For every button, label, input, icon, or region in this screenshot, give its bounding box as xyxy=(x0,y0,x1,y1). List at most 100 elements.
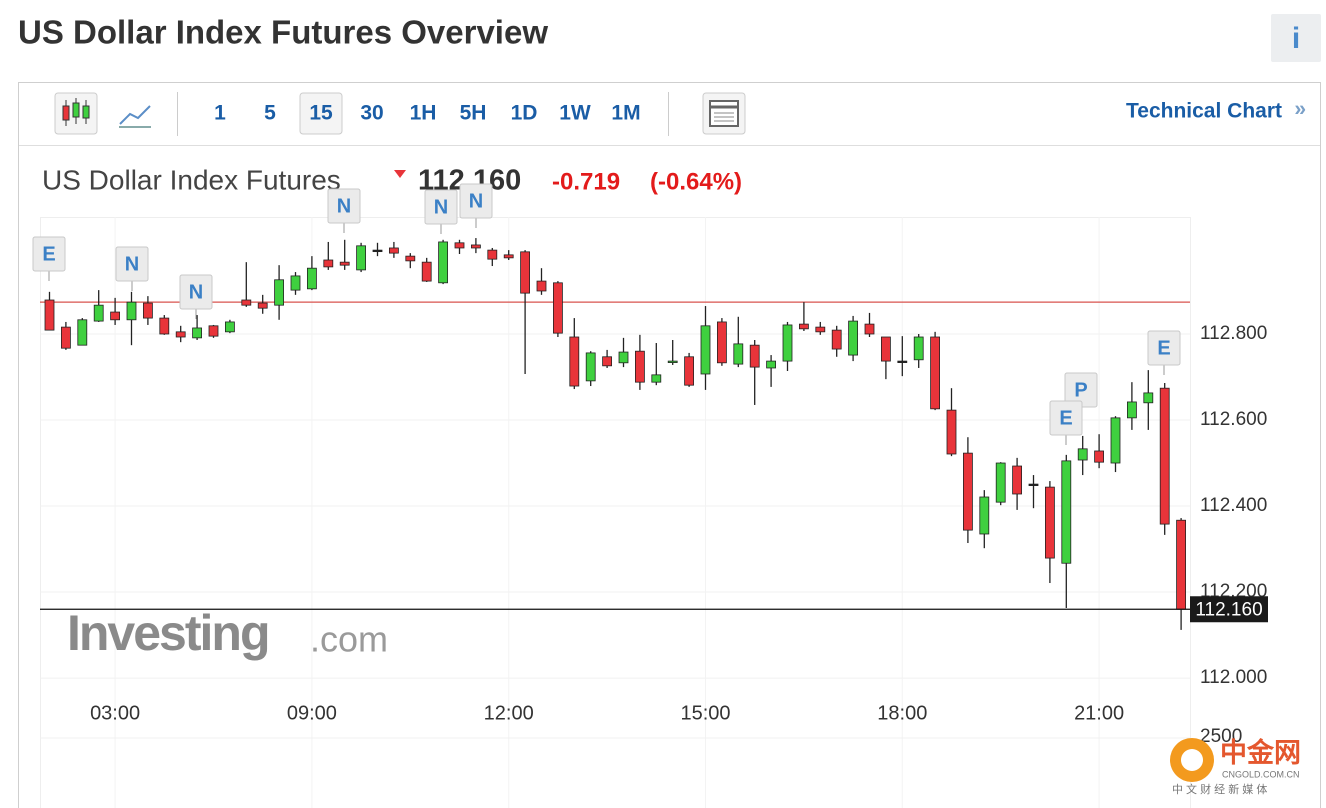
candle-body xyxy=(192,327,203,339)
interval-button[interactable]: 5 xyxy=(264,102,276,125)
candle-body xyxy=(946,409,957,455)
candle-body xyxy=(44,299,55,331)
candle-body xyxy=(1110,417,1121,464)
event-flag xyxy=(459,183,493,219)
candle-body xyxy=(339,261,350,266)
candle-body xyxy=(487,249,498,260)
candle-body xyxy=(1061,460,1072,564)
current-price-label: 112.160 xyxy=(1195,599,1262,620)
candle-body xyxy=(61,326,71,349)
event-flag xyxy=(327,188,361,224)
current-price-box xyxy=(1190,596,1268,623)
interval-button[interactable]: 1H xyxy=(410,102,437,125)
interval-button[interactable]: 1D xyxy=(511,102,538,125)
technical-chart-link[interactable]: Technical Chart xyxy=(1126,100,1282,123)
candle-body xyxy=(782,324,793,362)
candle-body xyxy=(290,275,301,291)
line-icon-button[interactable] xyxy=(119,105,151,128)
candle-body xyxy=(1045,486,1055,559)
watermark: Investing xyxy=(67,605,268,661)
x-tick-label: 12:00 xyxy=(484,702,534,724)
candle-body xyxy=(126,301,137,321)
y-tick-label: 112.400 xyxy=(1200,495,1267,516)
candle-body xyxy=(1127,401,1137,419)
event-flag xyxy=(32,236,66,272)
candle-body xyxy=(979,496,990,535)
y-tick-label: 112.800 xyxy=(1200,323,1267,344)
interval-button[interactable]: 1W xyxy=(559,102,591,125)
link-arrow[interactable]: » xyxy=(1294,98,1306,121)
candle-body xyxy=(274,279,285,306)
plot-frame xyxy=(40,217,1191,808)
candle-body xyxy=(1143,392,1154,404)
candle-body xyxy=(766,360,776,369)
event-flag-label: P xyxy=(1074,379,1087,401)
x-tick-label: 15:00 xyxy=(680,702,730,724)
candle-body xyxy=(470,244,481,249)
price-change-percent: (-0.64%) xyxy=(650,168,742,195)
candle-body xyxy=(815,326,826,333)
candle-body xyxy=(356,245,367,271)
candle-body xyxy=(93,304,104,322)
candle-body xyxy=(503,254,514,259)
candle-body xyxy=(323,259,334,268)
interval-button[interactable]: 30 xyxy=(360,102,383,125)
interval-button[interactable]: 1 xyxy=(214,102,226,125)
candle-body xyxy=(110,311,120,321)
candle-body xyxy=(1094,450,1104,463)
candle-body xyxy=(388,247,399,254)
badge-domain: CNGOLD.COM.CN xyxy=(1222,769,1300,779)
candle-body xyxy=(963,452,973,531)
candle-body xyxy=(930,336,940,410)
candle-body xyxy=(142,302,153,319)
candle-body xyxy=(159,317,170,335)
event-flag-label: N xyxy=(469,190,483,212)
candle-body xyxy=(405,255,416,262)
volume-tick-label: 2500 xyxy=(1200,726,1242,747)
watermark: .com xyxy=(310,619,388,660)
candle-body xyxy=(700,325,711,375)
candle-body xyxy=(1176,519,1186,610)
event-flag xyxy=(179,274,213,310)
event-flag-label: E xyxy=(42,243,55,265)
event-flag-label: N xyxy=(125,253,139,275)
event-flag-label: E xyxy=(1157,337,1170,359)
candle-body xyxy=(175,331,186,338)
price-change: -0.719 xyxy=(552,168,620,195)
y-tick-label: 112.600 xyxy=(1200,409,1267,430)
y-tick-label: 112.000 xyxy=(1200,667,1267,688)
candle-body xyxy=(1012,465,1022,495)
candle-body xyxy=(569,336,580,387)
candle-body xyxy=(848,320,858,356)
candle-body xyxy=(224,321,235,333)
candle-body xyxy=(77,319,88,346)
info-button[interactable] xyxy=(1271,14,1321,62)
table-icon-button[interactable] xyxy=(702,92,746,135)
event-flag-label: N xyxy=(189,281,203,303)
candle-body xyxy=(897,360,908,363)
active-interval-box[interactable] xyxy=(299,92,343,135)
candle-body xyxy=(881,336,891,362)
badge-slogan: 中 文 财 经 新 媒 体 xyxy=(1172,782,1267,796)
event-flag xyxy=(115,246,149,282)
candle-icon-button[interactable] xyxy=(54,92,98,135)
candle-body xyxy=(553,282,563,334)
candle-body xyxy=(995,462,1006,503)
interval-button[interactable]: 1M xyxy=(611,102,640,125)
candle-body xyxy=(831,329,842,350)
candle-body xyxy=(257,302,268,309)
candlestick-chart: 112.000112.200112.400112.600112.80003:00… xyxy=(32,183,1301,808)
candle-body xyxy=(520,251,530,294)
candle-body xyxy=(618,351,629,364)
interval-button[interactable]: 5H xyxy=(460,102,487,125)
candle-body xyxy=(602,356,612,367)
candle-body xyxy=(717,321,727,364)
candle-body xyxy=(306,267,317,290)
candle-body xyxy=(438,241,449,284)
candle-body xyxy=(749,344,760,368)
info-icon[interactable]: i xyxy=(1292,22,1300,55)
x-tick-label: 18:00 xyxy=(877,702,927,724)
interval-button[interactable]: 15 xyxy=(309,102,333,125)
